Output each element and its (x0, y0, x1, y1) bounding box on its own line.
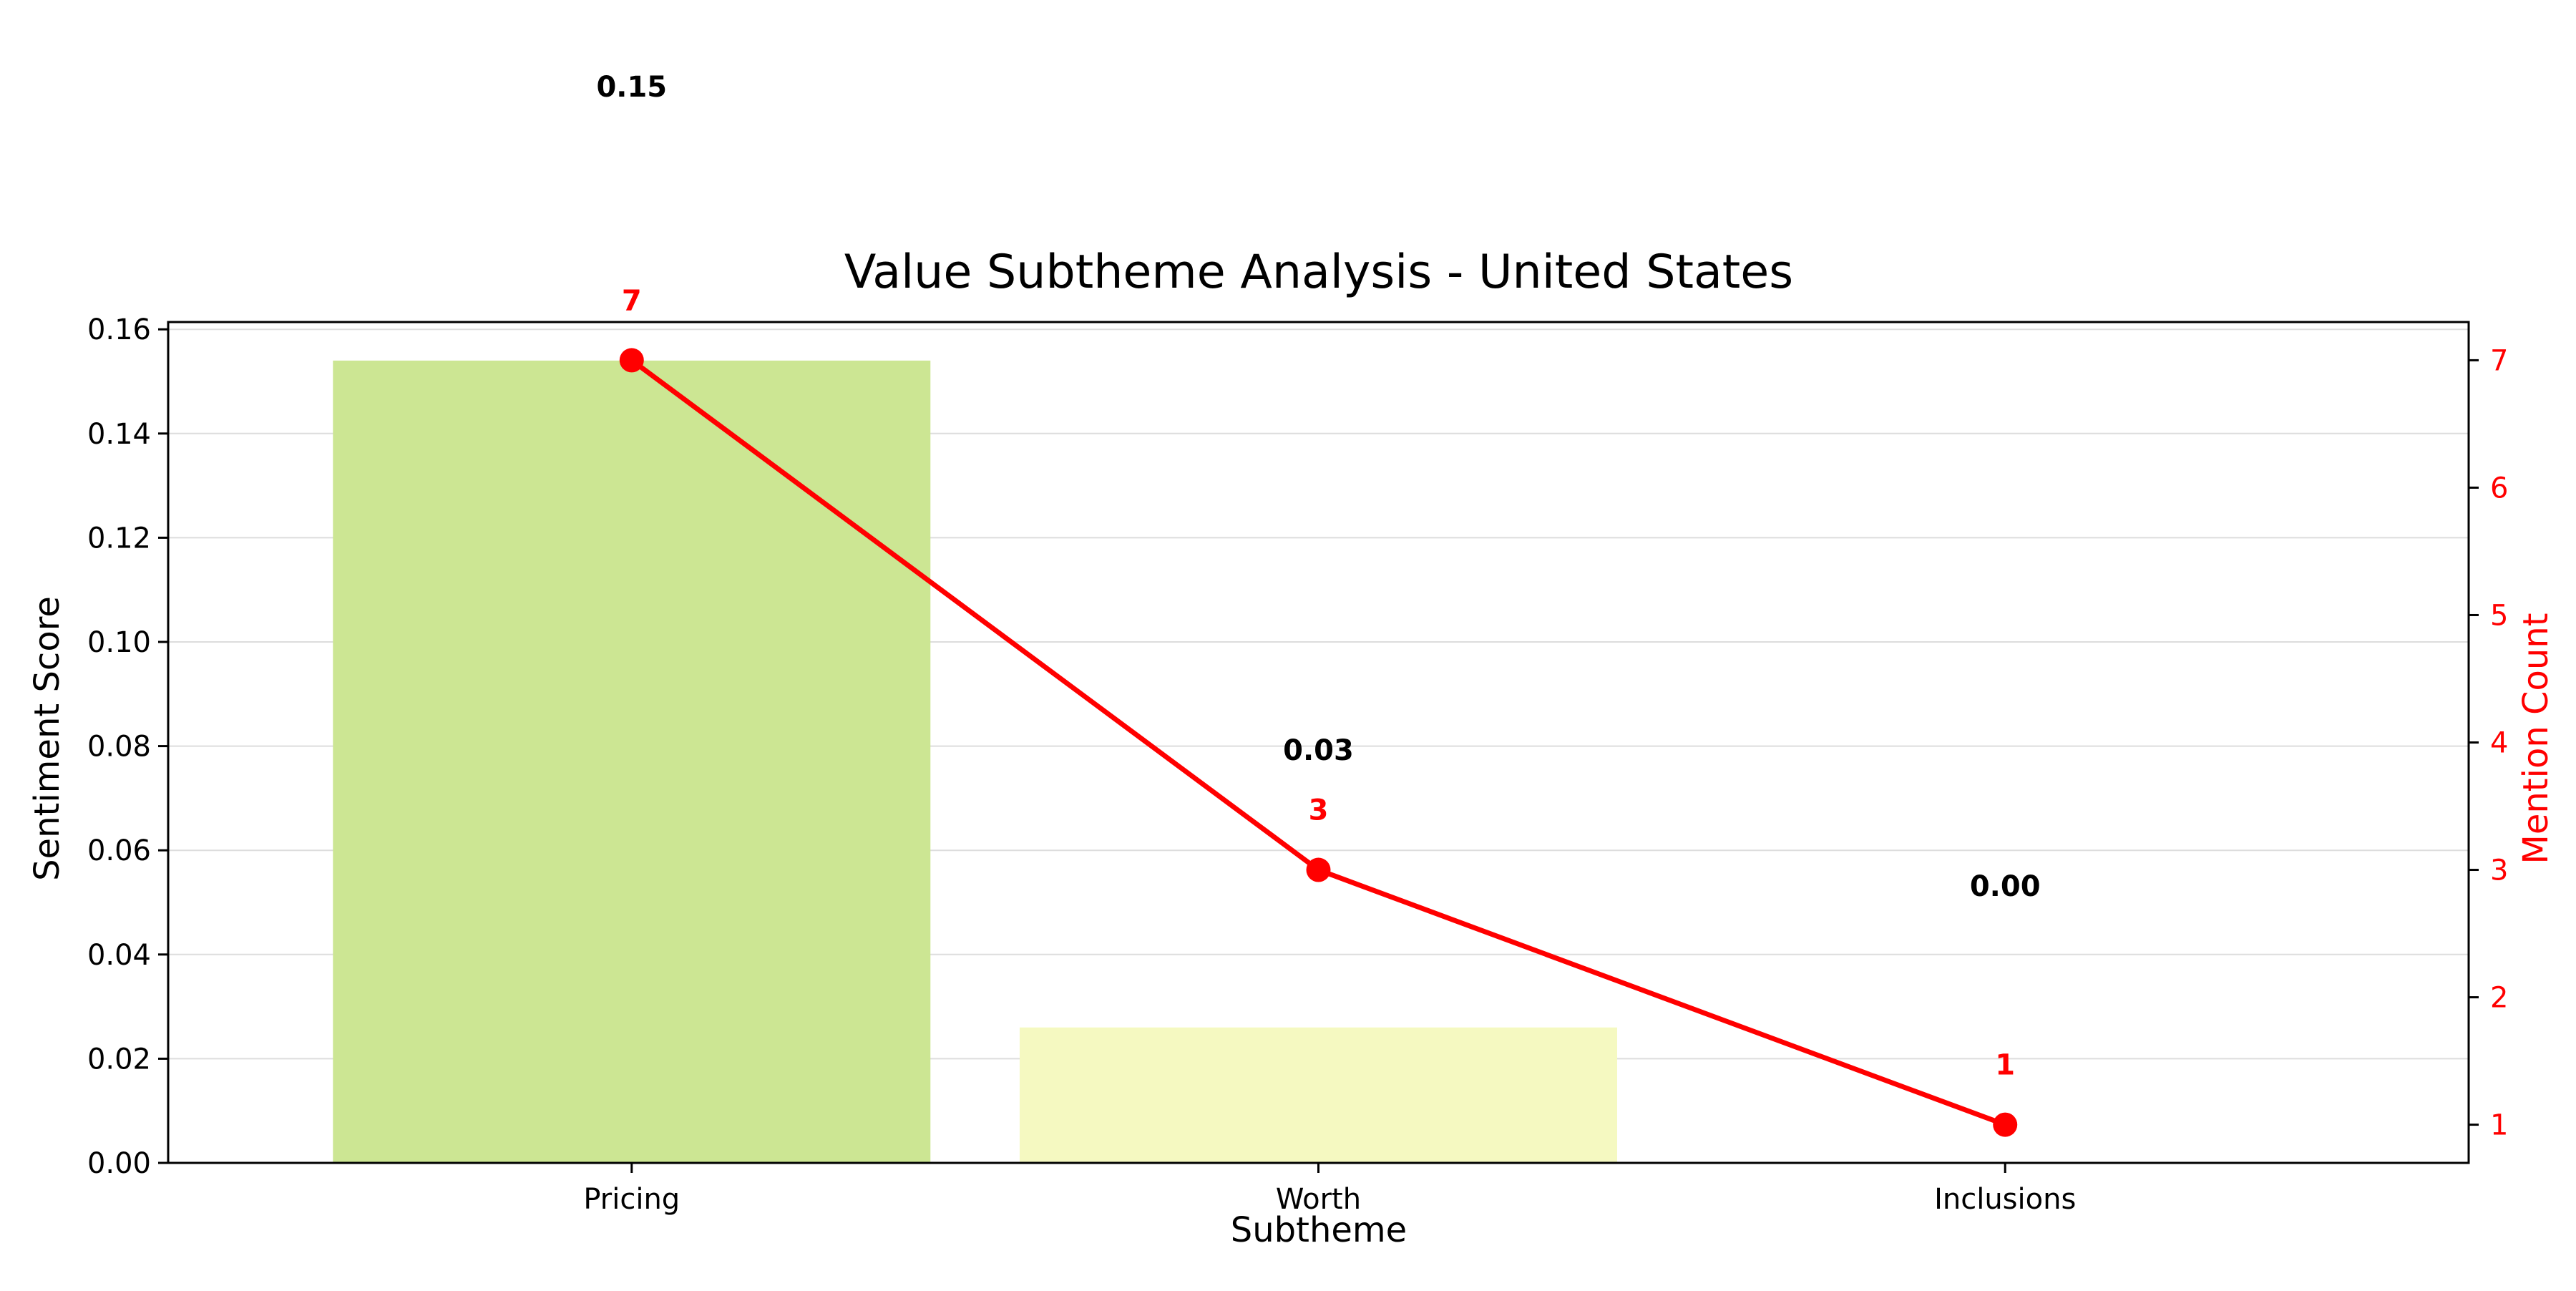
mention-count-label: 3 (1309, 794, 1329, 827)
mention-count-label: 1 (1995, 1049, 2015, 1082)
axes: 0.00 0.02 0.04 0.06 0.08 0.10 0.12 0.14 0.16 Pric… (87, 313, 2509, 1216)
y-tick-label: 0.12 (87, 522, 151, 555)
y2-tick-label: 3 (2490, 854, 2508, 887)
y-tick-label: 0.16 (87, 313, 151, 346)
sentiment-value-label: 0.00 (1970, 870, 2041, 903)
bar-worth (1020, 1027, 1617, 1163)
y-tick-label: 0.06 (87, 834, 151, 867)
y2-tick-label: 5 (2490, 599, 2508, 632)
y-tick-label: 0.08 (87, 731, 151, 764)
y2-tick-label: 2 (2490, 982, 2508, 1015)
y-tick-label: 0.04 (87, 939, 151, 972)
y-tick-label: 0.14 (87, 418, 151, 451)
y2-tick-label: 1 (2490, 1109, 2508, 1142)
y2-tick-label: 7 (2490, 344, 2508, 377)
y2-tick-label: 4 (2490, 727, 2508, 760)
mention-point-pricing (619, 348, 644, 373)
y2-axis-title: Mention Count (2516, 613, 2556, 864)
y-tick-label: 0.02 (87, 1043, 151, 1076)
x-axis-title: Subtheme (1231, 1210, 1407, 1250)
mention-count-label: 7 (622, 284, 642, 317)
bar-pricing (333, 360, 931, 1164)
bars (333, 360, 1617, 1164)
y-tick-label: 0.10 (87, 626, 151, 659)
x-tick-label: Worth (1276, 1183, 1361, 1216)
y-tick-label: 0.00 (87, 1147, 151, 1180)
y-axis-title: Sentiment Score (27, 596, 67, 881)
chart-title: Value Subtheme Analysis - United States (844, 245, 1793, 299)
mention-line (619, 348, 2018, 1137)
sentiment-value-label: 0.15 (596, 71, 667, 104)
x-tick-label: Inclusions (1934, 1183, 2076, 1216)
mention-point-inclusions (1993, 1112, 2018, 1137)
data-labels: 7 3 1 0.15 0.03 0.00 (596, 71, 2040, 1082)
x-tick-label: Pricing (583, 1183, 680, 1216)
mention-point-worth (1306, 857, 1331, 882)
y2-tick-label: 6 (2490, 472, 2508, 505)
sentiment-value-label: 0.03 (1283, 734, 1354, 767)
